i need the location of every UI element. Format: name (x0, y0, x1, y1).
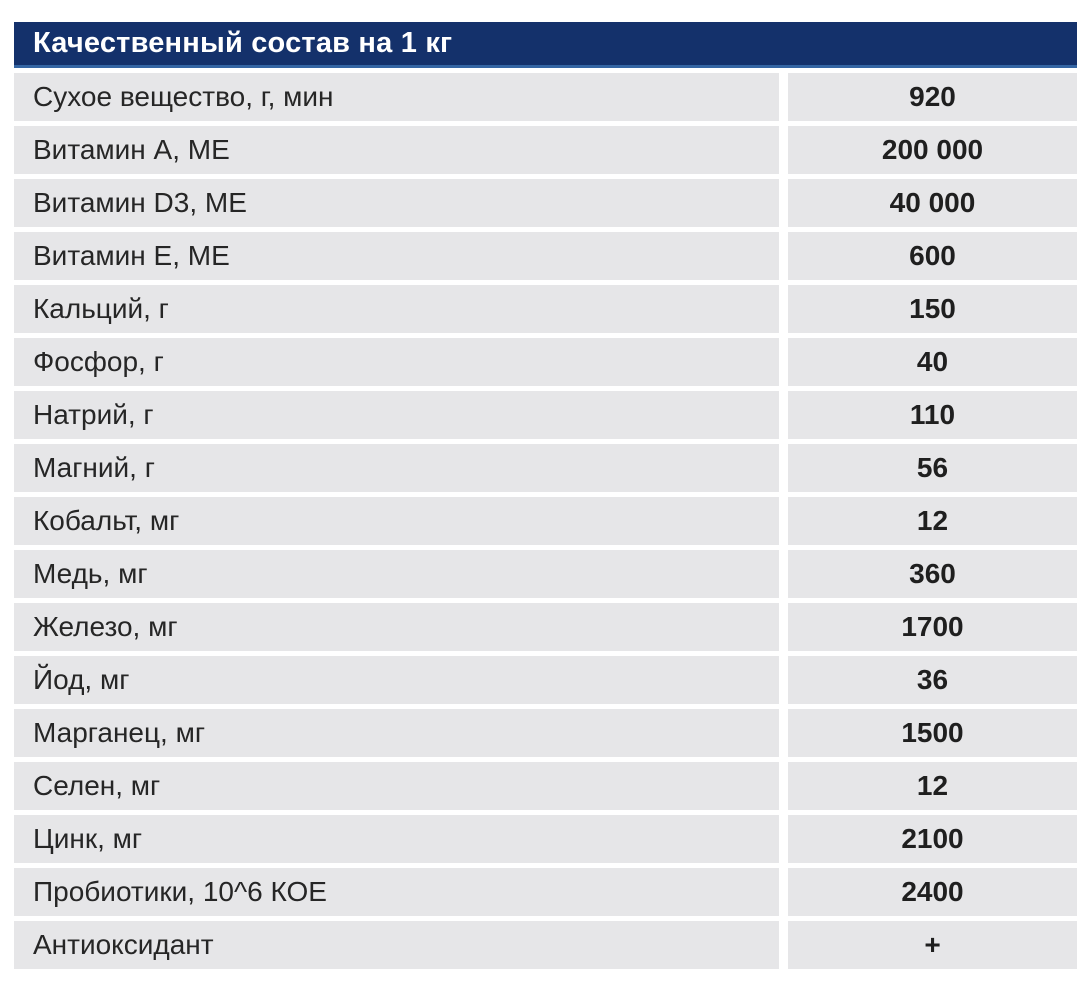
table-body: Сухое вещество, г, мин 920 Витамин А, МЕ… (14, 73, 1077, 969)
table-row: Антиоксидант + (14, 921, 1077, 969)
table-row: Кобальт, мг 12 (14, 497, 1077, 545)
table-row: Витамин D3, МЕ 40 000 (14, 179, 1077, 227)
row-label: Магний, г (14, 444, 779, 492)
row-value: 12 (788, 762, 1077, 810)
table-title: Качественный состав на 1 кг (14, 22, 1077, 68)
row-label: Сухое вещество, г, мин (14, 73, 779, 121)
table-row: Йод, мг 36 (14, 656, 1077, 704)
row-label: Пробиотики, 10^6 КОЕ (14, 868, 779, 916)
row-value: 2100 (788, 815, 1077, 863)
table-row: Селен, мг 12 (14, 762, 1077, 810)
row-label: Кобальт, мг (14, 497, 779, 545)
row-value: 110 (788, 391, 1077, 439)
composition-table: Качественный состав на 1 кг Сухое вещест… (14, 22, 1077, 969)
row-value: 40 000 (788, 179, 1077, 227)
table-row: Марганец, мг 1500 (14, 709, 1077, 757)
row-value: 600 (788, 232, 1077, 280)
row-label: Селен, мг (14, 762, 779, 810)
row-label: Антиоксидант (14, 921, 779, 969)
row-value: 360 (788, 550, 1077, 598)
row-value: 1500 (788, 709, 1077, 757)
row-value: 36 (788, 656, 1077, 704)
row-value: 200 000 (788, 126, 1077, 174)
row-value: 150 (788, 285, 1077, 333)
row-label: Витамин А, МЕ (14, 126, 779, 174)
row-label: Железо, мг (14, 603, 779, 651)
table-row: Витамин А, МЕ 200 000 (14, 126, 1077, 174)
table-row: Фосфор, г 40 (14, 338, 1077, 386)
row-label: Витамин D3, МЕ (14, 179, 779, 227)
row-label: Витамин Е, МЕ (14, 232, 779, 280)
row-value: 40 (788, 338, 1077, 386)
row-value: 920 (788, 73, 1077, 121)
table-row: Кальций, г 150 (14, 285, 1077, 333)
row-label: Натрий, г (14, 391, 779, 439)
row-value: 2400 (788, 868, 1077, 916)
row-label: Марганец, мг (14, 709, 779, 757)
table-row: Магний, г 56 (14, 444, 1077, 492)
table-row: Натрий, г 110 (14, 391, 1077, 439)
row-value: 56 (788, 444, 1077, 492)
row-value: 12 (788, 497, 1077, 545)
table-row: Сухое вещество, г, мин 920 (14, 73, 1077, 121)
table-row: Медь, мг 360 (14, 550, 1077, 598)
row-value: 1700 (788, 603, 1077, 651)
table-row: Пробиотики, 10^6 КОЕ 2400 (14, 868, 1077, 916)
row-label: Цинк, мг (14, 815, 779, 863)
table-row: Витамин Е, МЕ 600 (14, 232, 1077, 280)
table-row: Цинк, мг 2100 (14, 815, 1077, 863)
row-label: Кальций, г (14, 285, 779, 333)
table-row: Железо, мг 1700 (14, 603, 1077, 651)
row-label: Фосфор, г (14, 338, 779, 386)
row-label: Медь, мг (14, 550, 779, 598)
row-value: + (788, 921, 1077, 969)
row-label: Йод, мг (14, 656, 779, 704)
